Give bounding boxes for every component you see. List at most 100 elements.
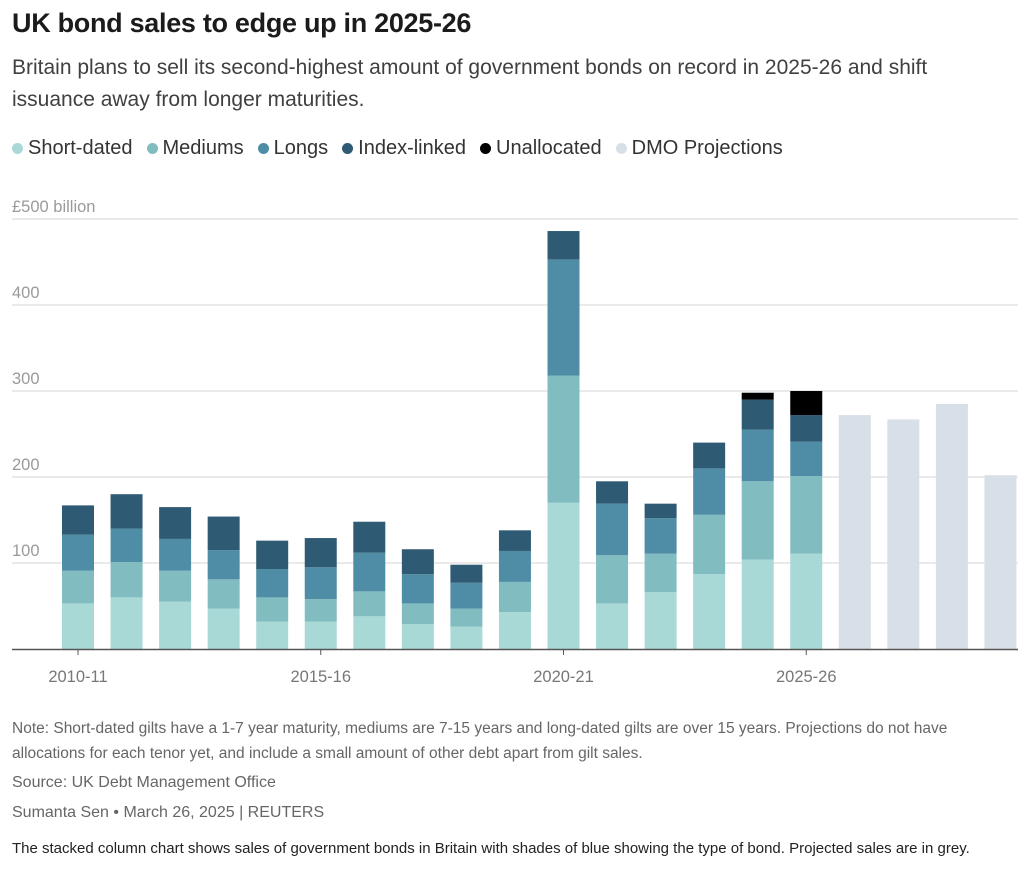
bar-segment-mediums-2020-21 <box>547 375 580 503</box>
y-unit-label: £500 billion <box>12 198 95 216</box>
bar-segment-short-dated-2023-24 <box>693 574 726 649</box>
bar-segment-longs-2016-17 <box>353 552 386 592</box>
bar-segment-longs-2013-14 <box>207 550 240 580</box>
bar-segment-longs-2011-12 <box>110 528 143 563</box>
bar-segment-index-linked-2018-19 <box>450 564 483 583</box>
legend-item-short-dated: Short-dated <box>12 137 133 160</box>
legend-item-longs: Longs <box>257 137 329 160</box>
bar-segment-short-dated-2018-19 <box>450 626 483 649</box>
bar-segment-mediums-2024-25 <box>741 481 774 560</box>
legend-item-mediums: Mediums <box>146 137 244 160</box>
bar-segment-index-linked-2021-22 <box>596 481 629 504</box>
y-tick-label: 300 <box>12 370 40 388</box>
y-axis: 100 200 300 400 £500 billion <box>12 198 95 560</box>
bar-segment-index-linked-2015-16 <box>304 538 337 568</box>
bar-segment-short-dated-2016-17 <box>353 616 386 649</box>
bar-segment-longs-2020-21 <box>547 259 580 376</box>
bar-segment-mediums-2025-26 <box>790 476 823 554</box>
bar-segment-short-dated-2025-26 <box>790 553 823 649</box>
bar-segment-short-dated-2011-12 <box>110 597 143 649</box>
bar-segment-short-dated-2017-18 <box>401 624 434 649</box>
bar-segment-short-dated-2014-15 <box>256 621 289 649</box>
bars <box>62 231 1017 649</box>
bar-segment-mediums-2016-17 <box>353 591 386 617</box>
source-line: Source: UK Debt Management Office <box>12 774 276 791</box>
legend-item-index-linked: Index-linked <box>342 137 466 160</box>
legend-swatch-unallocated <box>480 143 491 154</box>
legend-label-dmo-projections: DMO Projections <box>631 137 783 159</box>
bar-segment-longs-2023-24 <box>693 468 726 515</box>
bar-segment-mediums-2019-20 <box>498 581 531 613</box>
chart-description: The stacked column chart shows sales of … <box>12 840 970 857</box>
bar-segment-index-linked-2020-21 <box>547 231 580 260</box>
bar-segment-mediums-2023-24 <box>693 514 726 575</box>
legend-label-index-linked: Index-linked <box>358 137 466 159</box>
bar-segment-longs-2012-13 <box>159 538 192 571</box>
bar-segment-longs-2014-15 <box>256 569 289 598</box>
y-tick-label: 100 <box>12 542 40 560</box>
bar-segment-index-linked-2013-14 <box>207 516 240 551</box>
x-tick-label: 2010-11 <box>48 668 107 686</box>
bar-segment-dmo-projections-2029-30 <box>984 475 1017 649</box>
bar-segment-dmo-projections-2028-29 <box>935 403 968 649</box>
bar-segment-short-dated-2021-22 <box>596 603 629 649</box>
bar-segment-longs-2024-25 <box>741 429 774 482</box>
bar-segment-index-linked-2025-26 <box>790 415 823 442</box>
legend-swatch-mediums <box>146 143 158 154</box>
y-tick-label: 400 <box>12 284 40 302</box>
bar-segment-short-dated-2015-16 <box>304 621 337 649</box>
bar-segment-short-dated-2012-13 <box>159 601 192 649</box>
bar-segment-mediums-2022-23 <box>644 553 677 593</box>
footnote: Note: Short-dated gilts have a 1-7 year … <box>12 720 948 762</box>
bar-segment-mediums-2013-14 <box>207 579 240 609</box>
bar-segment-unallocated-2025-26 <box>790 391 823 416</box>
bar-segment-mediums-2017-18 <box>401 603 434 625</box>
bar-segment-index-linked-2011-12 <box>110 494 143 529</box>
chart-subtitle: Britain plans to sell its second-highest… <box>12 56 928 111</box>
bar-segment-short-dated-2013-14 <box>207 608 240 649</box>
bar-segment-short-dated-2019-20 <box>498 612 531 649</box>
x-axis: 2010-11 2015-16 2020-21 2025-26 <box>12 648 1018 686</box>
legend-item-dmo-projections: DMO Projections <box>615 137 783 160</box>
legend-label-longs: Longs <box>273 137 329 159</box>
legend-label-unallocated: Unallocated <box>496 137 602 159</box>
bar-segment-short-dated-2010-11 <box>62 603 94 649</box>
bar-segment-dmo-projections-2026-27 <box>838 415 871 649</box>
byline: Sumanta Sen • March 26, 2025 | REUTERS <box>12 804 325 821</box>
legend-swatch-index-linked <box>342 143 354 154</box>
x-tick-label: 2025-26 <box>776 668 837 686</box>
bar-segment-mediums-2014-15 <box>256 597 289 622</box>
bar-segment-short-dated-2022-23 <box>644 592 677 649</box>
bar-segment-short-dated-2020-21 <box>547 502 580 649</box>
bar-segment-longs-2010-11 <box>62 534 94 571</box>
bar-segment-mediums-2015-16 <box>304 599 337 622</box>
x-tick-label: 2020-21 <box>533 668 594 686</box>
bar-segment-index-linked-2022-23 <box>644 503 677 519</box>
bar-segment-longs-2021-22 <box>596 503 629 556</box>
bar-segment-mediums-2011-12 <box>110 562 143 598</box>
y-tick-label: 200 <box>12 456 40 474</box>
chart-title: UK bond sales to edge up in 2025-26 <box>12 8 472 38</box>
bar-segment-dmo-projections-2027-28 <box>887 419 920 649</box>
legend: Short-dated Mediums Longs Index-linked U… <box>12 137 797 160</box>
bar-segment-index-linked-2024-25 <box>741 399 774 430</box>
bar-segment-longs-2022-23 <box>644 518 677 554</box>
bar-segment-mediums-2012-13 <box>159 570 192 602</box>
bar-segment-index-linked-2014-15 <box>256 540 289 570</box>
bar-segment-mediums-2010-11 <box>62 570 94 604</box>
bar-segment-index-linked-2019-20 <box>498 530 531 551</box>
bar-segment-mediums-2018-19 <box>450 608 483 627</box>
bar-segment-index-linked-2012-13 <box>159 507 192 539</box>
legend-label-mediums: Mediums <box>162 137 244 159</box>
bar-segment-index-linked-2010-11 <box>62 505 94 535</box>
bar-segment-mediums-2021-22 <box>596 555 629 604</box>
x-tick-label: 2015-16 <box>290 668 351 686</box>
bar-segment-longs-2018-19 <box>450 582 483 609</box>
bar-segment-short-dated-2024-25 <box>741 559 774 649</box>
bar-segment-unallocated-2024-25 <box>741 392 774 400</box>
bar-segment-longs-2015-16 <box>304 567 337 600</box>
bar-segment-longs-2017-18 <box>401 574 434 604</box>
bar-segment-longs-2025-26 <box>790 441 823 477</box>
legend-label-short-dated: Short-dated <box>28 137 133 159</box>
bar-segment-index-linked-2023-24 <box>693 442 726 469</box>
